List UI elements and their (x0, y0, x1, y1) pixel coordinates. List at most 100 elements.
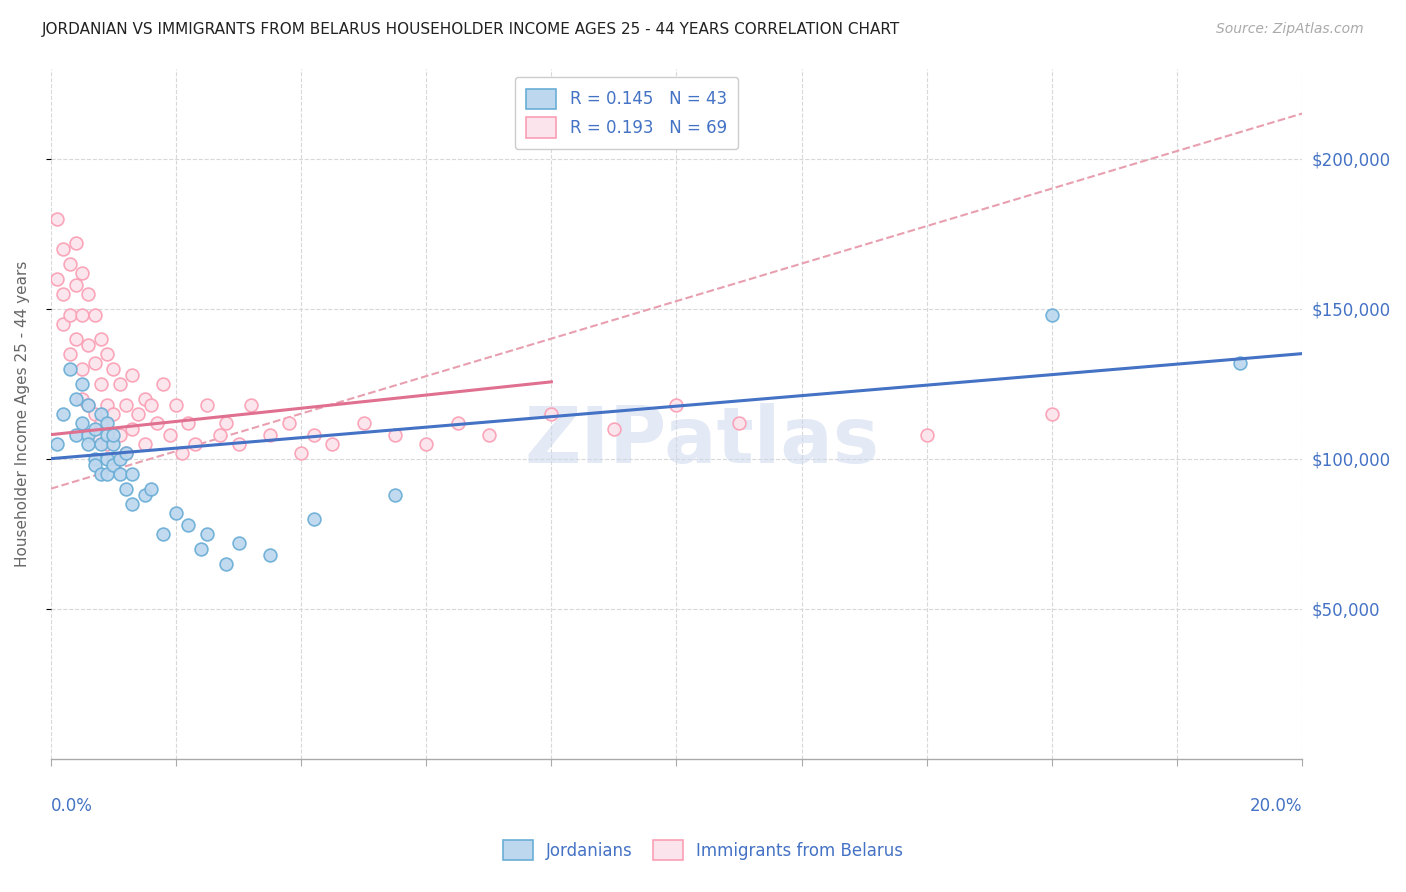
Point (83, 356, 105, 370)
Point (190, 541, 212, 556)
Legend: R = 0.145   N = 43, R = 0.193   N = 69: R = 0.145 N = 43, R = 0.193 N = 69 (515, 77, 738, 149)
Point (70, 361, 93, 376)
Point (59, 346, 82, 360)
Point (384, 488, 406, 502)
Point (90, 376, 112, 391)
Point (108, 451, 131, 466)
Point (96, 427, 118, 442)
Point (321, 436, 343, 450)
Point (65, 392, 87, 406)
Point (915, 427, 938, 442)
Point (52, 286, 75, 301)
Point (70, 416, 93, 430)
Point (103, 458, 125, 472)
Point (83, 451, 105, 466)
Point (115, 398, 138, 412)
Point (165, 398, 187, 412)
Point (1040, 407, 1063, 421)
Point (603, 422, 626, 436)
Point (65, 235, 87, 250)
Point (103, 451, 125, 466)
Point (77, 398, 100, 412)
Point (108, 427, 131, 442)
Point (121, 467, 143, 481)
Point (59, 257, 82, 271)
Point (90, 467, 112, 481)
Point (134, 392, 156, 406)
Point (108, 467, 131, 481)
Point (728, 416, 751, 430)
Point (139, 398, 162, 412)
Point (46, 436, 69, 450)
Point (52, 407, 75, 421)
Point (446, 416, 468, 430)
Point (96, 398, 118, 412)
Point (90, 436, 112, 450)
Point (70, 308, 93, 322)
Point (108, 376, 131, 391)
Point (159, 427, 181, 442)
Point (121, 497, 143, 511)
Point (540, 407, 562, 421)
Point (103, 361, 125, 376)
Point (59, 361, 82, 376)
Point (70, 266, 93, 280)
Point (59, 308, 82, 322)
Point (184, 436, 207, 450)
Point (240, 398, 263, 412)
Text: Source: ZipAtlas.com: Source: ZipAtlas.com (1216, 22, 1364, 37)
Point (1040, 308, 1063, 322)
Point (127, 407, 149, 421)
Point (665, 398, 688, 412)
Point (103, 436, 125, 450)
Point (65, 427, 87, 442)
Point (195, 526, 218, 541)
Point (134, 436, 156, 450)
Point (134, 488, 156, 502)
Point (46, 271, 69, 285)
Point (259, 427, 281, 442)
Point (103, 407, 125, 421)
Point (65, 277, 87, 292)
Text: ZIPatlas: ZIPatlas (524, 403, 879, 479)
Point (259, 548, 281, 562)
Point (96, 416, 118, 430)
Point (302, 511, 325, 525)
Point (302, 427, 325, 442)
Point (83, 458, 105, 472)
Point (77, 436, 100, 450)
Point (115, 482, 138, 496)
Point (77, 286, 100, 301)
Point (277, 416, 299, 430)
Point (77, 337, 100, 351)
Text: 0.0%: 0.0% (51, 797, 93, 814)
Point (96, 436, 118, 450)
Point (46, 211, 69, 226)
Point (70, 376, 93, 391)
Point (152, 526, 174, 541)
Point (1229, 356, 1251, 370)
Point (146, 416, 169, 430)
Point (83, 422, 105, 436)
Point (90, 332, 112, 346)
Point (90, 407, 112, 421)
Point (83, 407, 105, 421)
Point (77, 427, 100, 442)
Point (103, 427, 125, 442)
Point (177, 416, 200, 430)
Point (139, 482, 162, 496)
Point (177, 517, 200, 532)
Point (478, 427, 501, 442)
Point (415, 436, 437, 450)
Point (65, 332, 87, 346)
Point (172, 445, 194, 459)
Text: 20.0%: 20.0% (1250, 797, 1302, 814)
Point (165, 506, 187, 520)
Point (290, 445, 312, 459)
Point (83, 427, 105, 442)
Text: JORDANIAN VS IMMIGRANTS FROM BELARUS HOUSEHOLDER INCOME AGES 25 - 44 YEARS CORRE: JORDANIAN VS IMMIGRANTS FROM BELARUS HOU… (42, 22, 900, 37)
Point (121, 422, 143, 436)
Point (152, 376, 174, 391)
Point (228, 436, 250, 450)
Point (70, 392, 93, 406)
